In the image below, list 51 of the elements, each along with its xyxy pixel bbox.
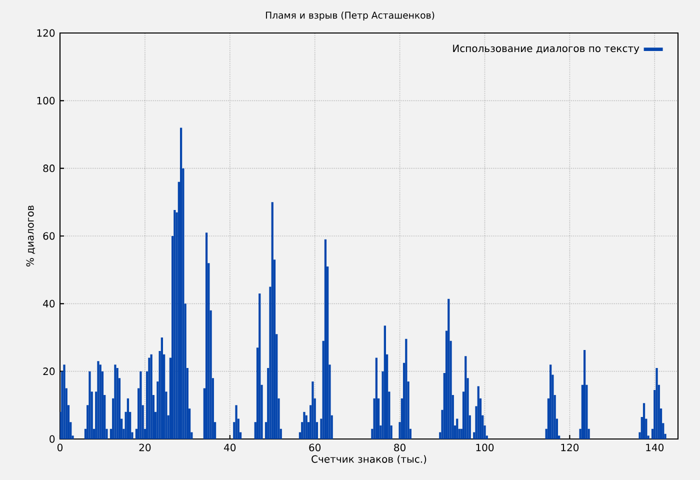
- bar: [642, 403, 646, 439]
- x-tick-label: 20: [139, 444, 151, 452]
- bar: [584, 350, 586, 439]
- bar: [258, 294, 261, 439]
- bar: [305, 415, 308, 439]
- bar: [180, 128, 182, 439]
- x-tick-label: 80: [394, 444, 406, 452]
- y-tick-label: 20: [43, 368, 55, 376]
- x-tick-label: 60: [309, 444, 321, 452]
- y-tick-label: 0: [50, 435, 55, 443]
- y-axis-title: % диалогов: [26, 206, 36, 266]
- bar: [116, 368, 118, 439]
- bar: [324, 239, 327, 439]
- y-tick-label: 100: [37, 96, 55, 104]
- bar: [160, 338, 163, 439]
- y-tick-label: 120: [37, 29, 55, 37]
- bar: [205, 232, 208, 439]
- x-tick-label: 40: [224, 444, 236, 452]
- bar: [114, 364, 116, 439]
- bar: [448, 298, 450, 439]
- x-tick-label: 120: [561, 444, 579, 452]
- bar: [63, 364, 66, 439]
- bar: [99, 364, 102, 439]
- x-tick-label: 100: [476, 444, 494, 452]
- x-tick-label: 140: [646, 444, 664, 452]
- legend-label: Использование диалогов по тексту: [453, 44, 640, 54]
- bar: [303, 412, 306, 439]
- bar: [312, 381, 314, 439]
- bar: [477, 386, 480, 439]
- bar: [464, 356, 467, 439]
- y-tick-label: 60: [43, 232, 55, 240]
- bar: [140, 371, 142, 439]
- bar: [550, 364, 552, 439]
- x-axis-title: Счетчик знаков (тыс.): [312, 455, 426, 464]
- chart-title: Пламя и взрыв (Петр Асташенков): [266, 12, 434, 21]
- bar: [405, 338, 408, 439]
- bar: [88, 371, 91, 439]
- bar: [148, 358, 150, 439]
- bar: [456, 418, 458, 439]
- y-tick-label: 40: [43, 300, 55, 308]
- bar: [126, 398, 130, 439]
- y-tick-label: 80: [43, 164, 55, 172]
- bar: [174, 210, 176, 439]
- bar: [97, 361, 100, 439]
- bar: [235, 405, 238, 439]
- bar: [656, 368, 658, 439]
- bar: [150, 354, 152, 439]
- bar: [384, 326, 386, 439]
- bar: [375, 358, 378, 439]
- bar: [271, 202, 274, 439]
- x-tick-label: 0: [57, 444, 63, 452]
